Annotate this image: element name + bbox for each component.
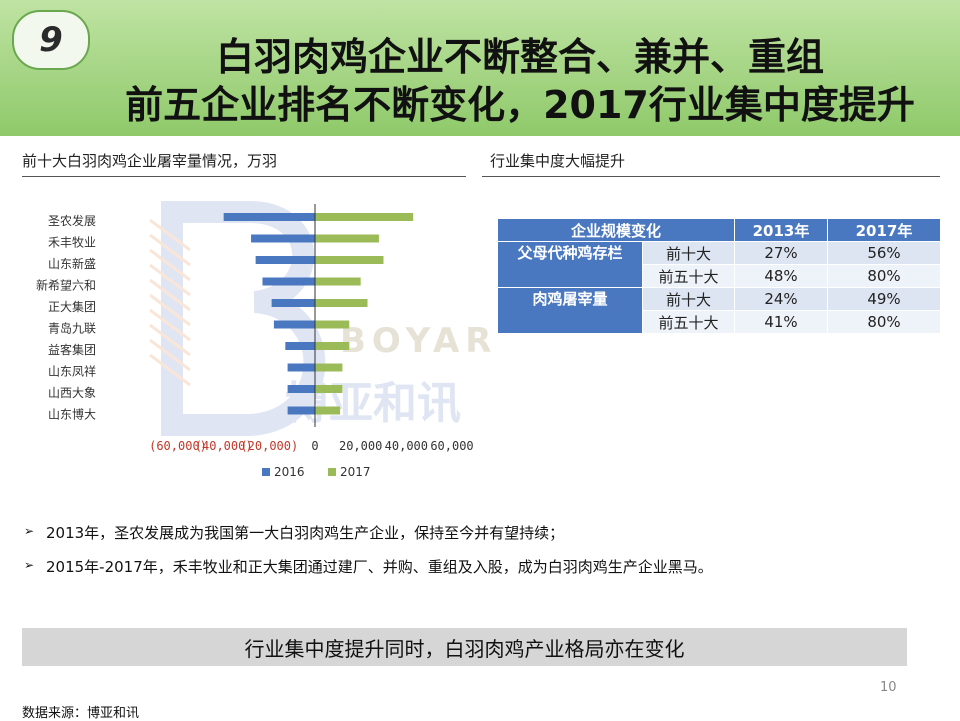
x-tick-label: (60,000): [149, 439, 207, 453]
bullet-list: ➢ 2013年，圣农发展成为我国第一大白羽肉鸡生产企业，保持至今并有望持续； ➢…: [24, 522, 713, 590]
bar-2017: [315, 363, 343, 372]
slide-title-line2: 前五企业排名不断变化，2017行业集中度提升: [125, 83, 915, 127]
table-row: 前五十大 41% 80%: [498, 310, 941, 334]
table-group-label: 肉鸡屠宰量: [497, 287, 643, 334]
bar-2016: [271, 299, 315, 307]
table-row: 前五十大 48% 80%: [498, 264, 941, 288]
category-label: 益客集团: [48, 342, 96, 357]
category-label: 山东新盛: [48, 256, 96, 271]
slide-title-line1: 白羽肉鸡企业不断整合、兼并、重组: [215, 35, 824, 79]
chart-section-rule: [22, 176, 466, 177]
legend-swatch: [262, 468, 270, 476]
category-label: 圣农发展: [48, 213, 96, 228]
bar-2016: [251, 234, 315, 243]
arrow-bullet-icon: ➢: [24, 524, 35, 538]
bar-2017: [315, 299, 368, 307]
table-cell: 48%: [734, 264, 828, 288]
table-row-label: 前五十大: [642, 310, 735, 334]
bar-2017: [315, 406, 341, 415]
x-tick-label: 20,000: [339, 439, 382, 453]
bar-2016: [255, 256, 315, 264]
legend: 2016 2017: [262, 465, 371, 479]
category-label: 山东博大: [48, 407, 96, 422]
data-source: 数据来源：博亚和讯: [22, 706, 140, 721]
table-header-category: 企业规模变化: [497, 218, 735, 242]
table-header-row: 企业规模变化 2013年 2017年: [497, 218, 941, 242]
chart-section-title: 前十大白羽肉鸡企业屠宰量情况，万羽: [22, 152, 278, 170]
bullet-item: ➢ 2013年，圣农发展成为我国第一大白羽肉鸡生产企业，保持至今并有望持续；: [24, 522, 713, 556]
table-cell: 27%: [734, 241, 828, 265]
bar-2017: [315, 277, 361, 286]
bar-2017: [315, 385, 343, 393]
bar-2016: [223, 213, 315, 221]
table-row-label: 前十大: [642, 241, 735, 265]
bar-2017: [315, 256, 384, 264]
legend-swatch: [328, 468, 336, 476]
bar-2017: [315, 342, 350, 350]
category-label: 青岛九联: [48, 321, 96, 336]
table-section-title: 行业集中度大幅提升: [490, 152, 626, 170]
bar-2016: [285, 342, 315, 350]
table-section-rule: [482, 176, 940, 177]
legend-label: 2017: [340, 465, 371, 479]
table-cell: 80%: [827, 264, 941, 288]
x-tick-label: 40,000: [385, 439, 428, 453]
watermark-latin: BOYAR: [340, 321, 497, 361]
table-cell: 41%: [734, 310, 828, 334]
category-label: 新希望六和: [36, 278, 96, 293]
chart-bars: [223, 213, 414, 415]
category-label: 山东凤祥: [48, 365, 96, 379]
bar-2016: [273, 320, 315, 329]
legend-label: 2016: [274, 465, 305, 479]
bar-2017: [315, 234, 379, 243]
x-tick-label: 60,000: [430, 439, 473, 453]
summary-banner: 行业集中度提升同时，白羽肉鸡产业格局亦在变化: [22, 628, 907, 666]
bar-2016: [287, 363, 315, 372]
bar-chart: BOYAR 博亚和讯 圣农发展禾丰牧业山东新盛新希望六和正大集团青岛九联益客集团…: [36, 201, 497, 479]
table-row-label: 前十大: [642, 287, 735, 311]
bar-2016: [262, 277, 315, 286]
table-cell: 80%: [827, 310, 941, 334]
table-group-label: 父母代种鸡存栏: [497, 241, 643, 288]
table-header-2013: 2013年: [734, 218, 828, 242]
bar-2017: [315, 320, 350, 329]
arrow-bullet-icon: ➢: [24, 558, 35, 572]
x-tick-label: 0: [311, 439, 318, 453]
slide-number-badge: 9: [12, 10, 90, 70]
table-cell: 56%: [827, 241, 941, 265]
bar-2016: [287, 385, 315, 393]
category-labels: 圣农发展禾丰牧业山东新盛新希望六和正大集团青岛九联益客集团山东凤祥山西大象山东博…: [36, 213, 96, 422]
category-label: 正大集团: [48, 299, 96, 314]
table-cell: 24%: [734, 287, 828, 311]
table-row-label: 前五十大: [642, 264, 735, 288]
bar-2016: [287, 406, 315, 415]
title-bar: [0, 0, 960, 136]
table-header-2017: 2017年: [827, 218, 941, 242]
bullet-text: 2015年-2017年，禾丰牧业和正大集团通过建厂、并购、重组及入股，成为白羽肉…: [46, 558, 713, 576]
bullet-text: 2013年，圣农发展成为我国第一大白羽肉鸡生产企业，保持至今并有望持续；: [46, 524, 565, 542]
x-tick-label: (20,000): [240, 439, 298, 453]
table-cell: 49%: [827, 287, 941, 311]
x-tick-labels: (60,000)(40,000)(20,000) 0 20,000 40,000 60,…: [149, 439, 474, 453]
table-row: 肉鸡屠宰量 前十大 24% 49%: [497, 287, 941, 334]
page-number: 10: [880, 680, 897, 695]
bullet-item: ➢ 2015年-2017年，禾丰牧业和正大集团通过建厂、并购、重组及入股，成为白…: [24, 556, 713, 590]
table-row: 父母代种鸡存栏 前十大 27% 56%: [497, 241, 941, 288]
category-label: 山西大象: [48, 386, 96, 400]
concentration-table: 企业规模变化 2013年 2017年 父母代种鸡存栏 前十大 27% 56% 前…: [497, 218, 941, 334]
concentration-table-wrap: 企业规模变化 2013年 2017年 父母代种鸡存栏 前十大 27% 56% 前…: [497, 218, 941, 334]
category-label: 禾丰牧业: [48, 236, 96, 250]
bar-2017: [315, 213, 414, 221]
x-tick-label: (40,000): [195, 439, 253, 453]
